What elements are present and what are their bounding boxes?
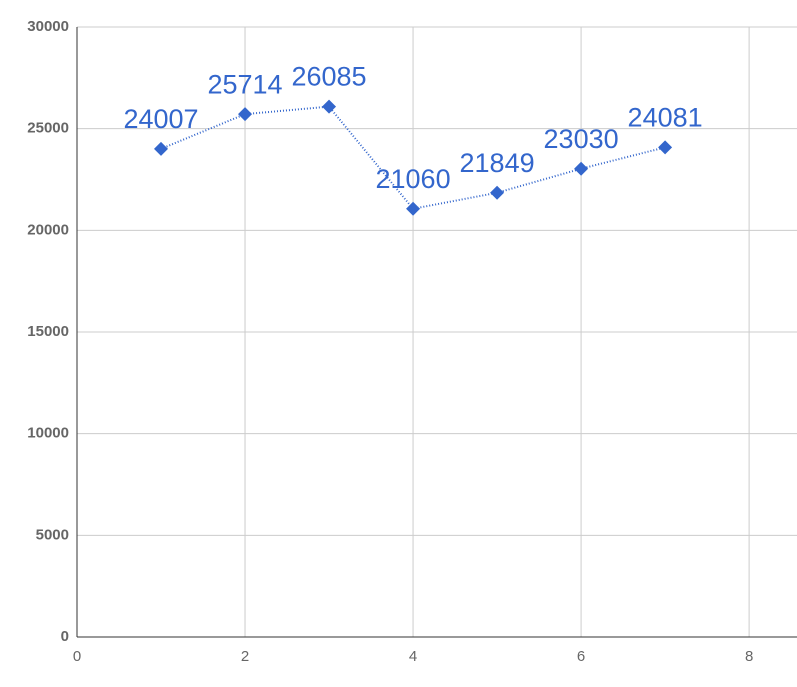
x-tick-label: 2 [241,648,249,665]
value-label: 26085 [291,62,366,92]
value-label: 24081 [628,102,703,132]
value-label: 21060 [376,164,451,194]
x-tick-label: 4 [409,648,417,665]
y-tick-label: 0 [61,628,69,645]
x-tick-label: 6 [577,648,585,665]
value-label: 25714 [207,69,282,99]
point [406,201,421,216]
y-tick-label: 5000 [36,526,69,543]
y-tick-label: 20000 [27,221,69,238]
point [154,141,169,156]
point [490,185,505,200]
point [238,107,253,122]
point [574,161,589,176]
value-label: 21849 [460,148,535,178]
y-tick-label: 10000 [27,425,69,442]
x-tick-label: 8 [745,648,753,665]
y-tick-label: 25000 [27,120,69,137]
y-tick-label: 15000 [27,323,69,340]
value-label: 24007 [123,104,198,134]
value-label: 23030 [544,124,619,154]
y-tick-label: 30000 [27,18,69,35]
x-tick-label: 0 [73,648,81,665]
point [322,99,337,114]
point [658,140,673,155]
